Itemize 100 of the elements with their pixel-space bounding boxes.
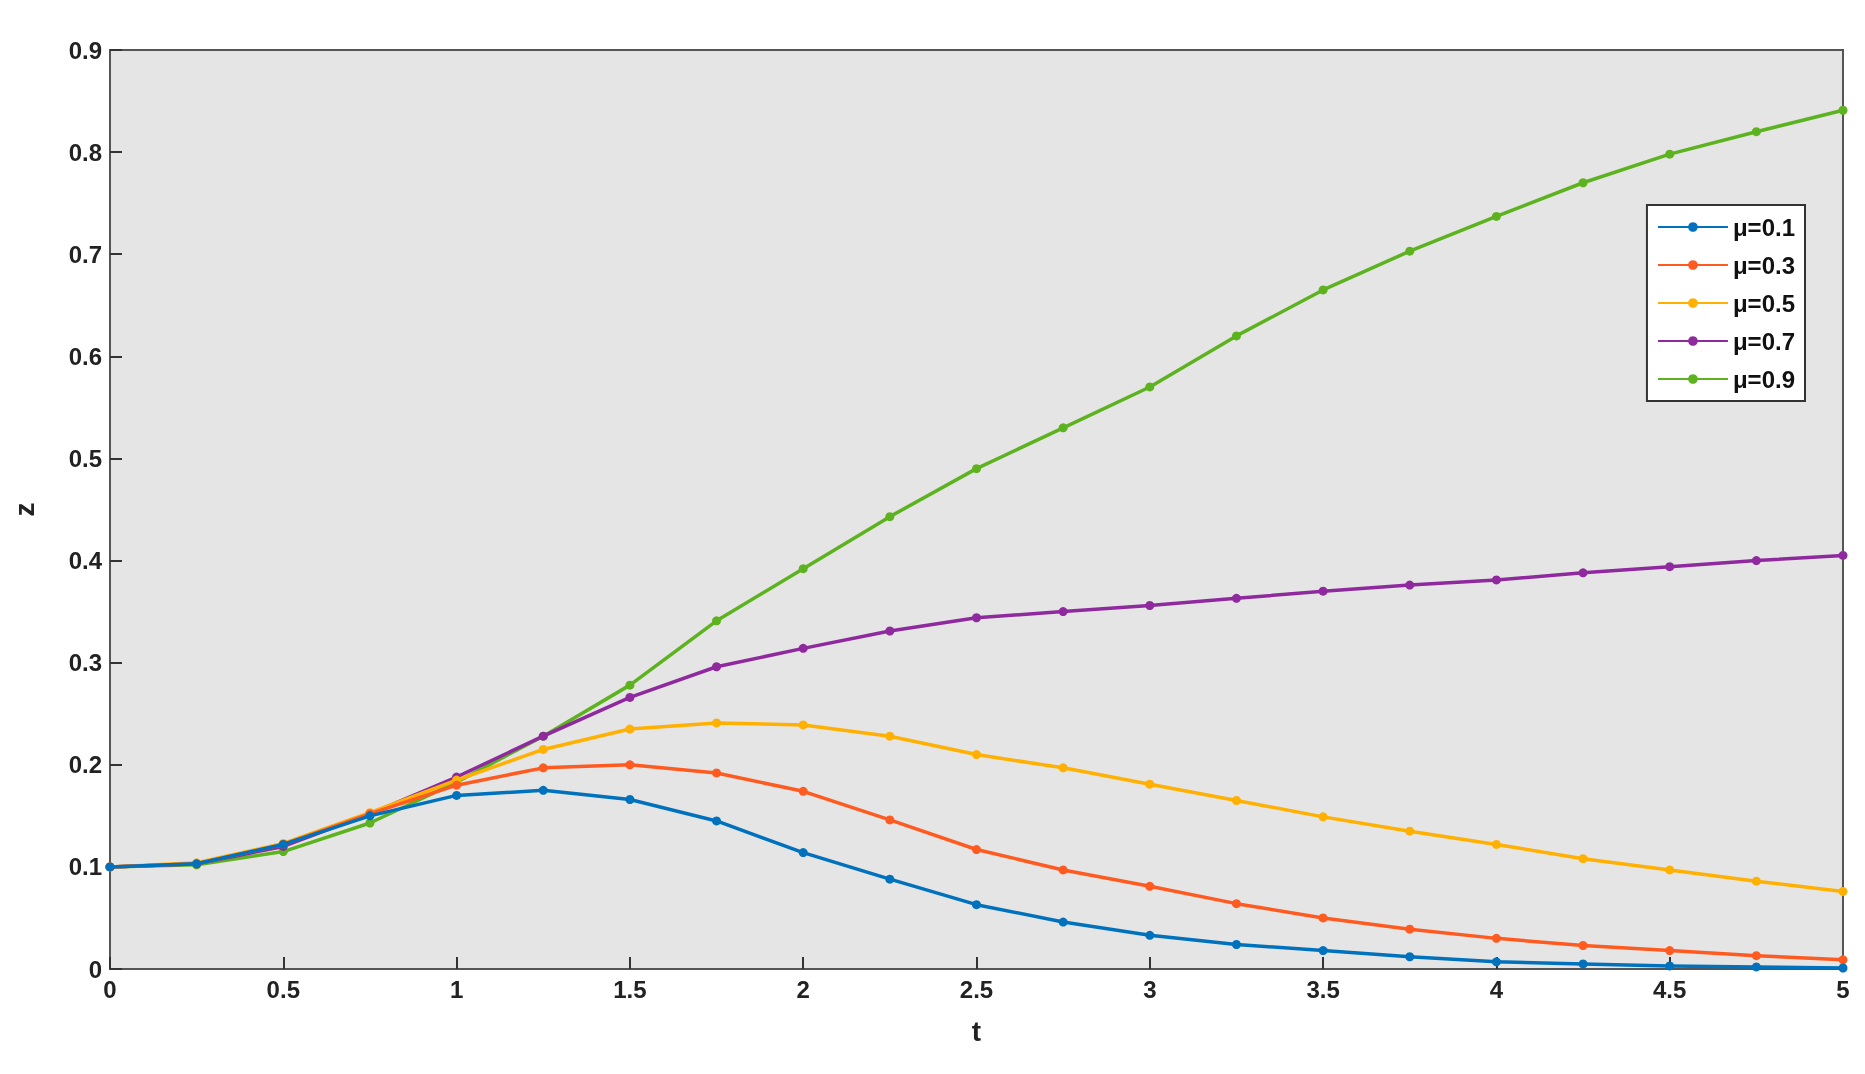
point xyxy=(1751,951,1761,961)
point xyxy=(1231,593,1241,603)
legend-label: μ=0.5 xyxy=(1732,289,1795,317)
point xyxy=(1751,876,1761,886)
point xyxy=(798,720,808,730)
y-tick-label: 0.1 xyxy=(68,853,102,881)
point xyxy=(798,564,808,574)
point xyxy=(1665,562,1675,572)
point xyxy=(972,750,981,760)
x-axis-title: t xyxy=(971,1015,982,1047)
y-tick-label: 0 xyxy=(88,955,102,983)
point xyxy=(798,848,808,858)
point xyxy=(798,643,808,653)
point xyxy=(885,874,895,884)
point xyxy=(625,724,635,734)
point xyxy=(538,785,548,795)
y-axis-title: z xyxy=(8,502,40,517)
point xyxy=(798,786,808,796)
point xyxy=(1838,550,1848,560)
point xyxy=(1578,941,1588,951)
y-tick-label: 0.6 xyxy=(68,342,102,370)
point xyxy=(1838,886,1848,896)
point xyxy=(1578,854,1588,864)
point xyxy=(1751,962,1761,972)
point xyxy=(1231,940,1241,949)
point xyxy=(972,900,981,910)
point xyxy=(885,626,895,636)
point xyxy=(1838,955,1848,965)
legend-label: μ=0.9 xyxy=(1732,365,1795,393)
point xyxy=(1491,957,1501,967)
point xyxy=(625,795,635,804)
point xyxy=(1838,105,1848,115)
point xyxy=(1405,826,1415,836)
point xyxy=(1231,796,1241,806)
point xyxy=(1578,568,1588,578)
point xyxy=(1145,930,1155,940)
point xyxy=(625,692,635,702)
point xyxy=(712,768,722,778)
x-tick-label: 4.5 xyxy=(1653,975,1687,1003)
point xyxy=(1665,946,1675,956)
point xyxy=(885,815,895,825)
point xyxy=(1231,899,1241,909)
point xyxy=(1665,961,1675,971)
x-tick-label: 3 xyxy=(1143,975,1157,1003)
point xyxy=(1318,946,1328,956)
point xyxy=(538,763,548,773)
point xyxy=(972,845,981,855)
point xyxy=(1058,917,1068,927)
point xyxy=(885,512,895,522)
point xyxy=(1318,586,1328,596)
x-tick-label: 4 xyxy=(1489,975,1504,1003)
point xyxy=(1491,839,1501,849)
point xyxy=(1145,600,1155,610)
point xyxy=(1665,865,1675,875)
point xyxy=(1751,127,1761,137)
point xyxy=(972,464,981,474)
x-tick-label: 3.5 xyxy=(1306,975,1340,1003)
point xyxy=(1578,178,1588,188)
point xyxy=(538,744,548,754)
point xyxy=(1058,423,1068,433)
x-tick-label: 5 xyxy=(1836,975,1850,1003)
point xyxy=(1405,580,1415,590)
point xyxy=(1318,285,1328,295)
point xyxy=(1491,933,1501,943)
legend-label: μ=0.1 xyxy=(1732,213,1795,241)
x-tick-label: 1.5 xyxy=(613,975,647,1003)
point xyxy=(1231,331,1241,341)
x-tick-label: 2 xyxy=(796,975,810,1003)
point xyxy=(452,790,462,800)
y-tick-label: 0.7 xyxy=(68,240,102,268)
point xyxy=(972,613,981,623)
point xyxy=(1491,575,1501,585)
point xyxy=(712,662,722,672)
point xyxy=(1318,913,1328,923)
point xyxy=(1058,865,1068,875)
y-tick-label: 0.4 xyxy=(68,547,103,575)
x-tick-label: 0.5 xyxy=(266,975,300,1003)
point xyxy=(1405,952,1415,962)
y-tick-label: 0.3 xyxy=(68,649,102,677)
point xyxy=(1405,246,1415,256)
x-tick-label: 2.5 xyxy=(959,975,994,1003)
point xyxy=(1145,779,1155,789)
point xyxy=(1838,963,1848,973)
point xyxy=(712,616,722,626)
point xyxy=(1058,763,1068,773)
y-tick-label: 0.8 xyxy=(68,138,102,166)
y-tick-label: 0.9 xyxy=(68,36,102,64)
point xyxy=(1405,924,1415,934)
y-tick-label: 0.2 xyxy=(68,751,102,779)
point xyxy=(885,731,895,741)
point xyxy=(712,718,722,728)
legend-label: μ=0.3 xyxy=(1732,251,1795,279)
point xyxy=(1665,149,1675,159)
point xyxy=(1145,881,1155,891)
y-tick-label: 0.5 xyxy=(68,444,102,472)
point xyxy=(1751,556,1761,566)
legend-label: μ=0.7 xyxy=(1732,327,1795,355)
point xyxy=(1058,607,1068,617)
point xyxy=(1491,211,1501,221)
point xyxy=(625,680,635,690)
